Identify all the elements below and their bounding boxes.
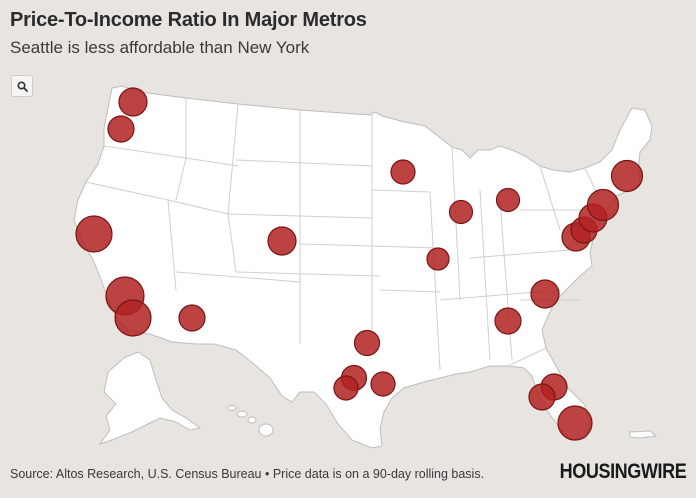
bubble-denver[interactable]: [267, 226, 297, 256]
bubble-tampa[interactable]: [528, 383, 556, 411]
bubble-boston[interactable]: [610, 159, 644, 193]
metro-bubbles: [75, 87, 644, 441]
hawaii-land: [227, 405, 274, 437]
bubble-charlotte[interactable]: [530, 279, 560, 309]
brand-logo: HOUSINGWIRE: [559, 460, 686, 483]
bubble-new-york[interactable]: [586, 188, 620, 222]
bubble-dallas[interactable]: [353, 329, 381, 357]
puerto-rico-land: [629, 430, 658, 439]
bubble-san-francisco[interactable]: [75, 215, 113, 253]
bubble-chicago[interactable]: [448, 199, 474, 225]
bubble-minneapolis[interactable]: [390, 159, 416, 185]
bubble-houston[interactable]: [370, 371, 396, 397]
search-button[interactable]: [11, 75, 33, 97]
bubble-san-diego[interactable]: [114, 299, 152, 337]
bubble-st-louis[interactable]: [426, 247, 450, 271]
bubble-portland[interactable]: [107, 115, 135, 143]
search-icon: [16, 80, 28, 92]
source-note: Source: Altos Research, U.S. Census Bure…: [10, 467, 485, 481]
alaska-land: [98, 351, 202, 445]
bubble-miami[interactable]: [557, 405, 593, 441]
map-title: Price-To-Income Ratio In Major Metros: [10, 9, 367, 31]
map-subtitle: Seattle is less affordable than New York: [10, 38, 310, 57]
contiguous-us-land: [73, 85, 653, 449]
state-borders: [85, 98, 601, 371]
bubble-detroit[interactable]: [495, 187, 521, 213]
bubble-phoenix[interactable]: [178, 304, 206, 332]
bubble-san-antonio[interactable]: [333, 375, 359, 401]
bubble-atlanta[interactable]: [494, 307, 522, 335]
bubble-seattle[interactable]: [118, 87, 148, 117]
